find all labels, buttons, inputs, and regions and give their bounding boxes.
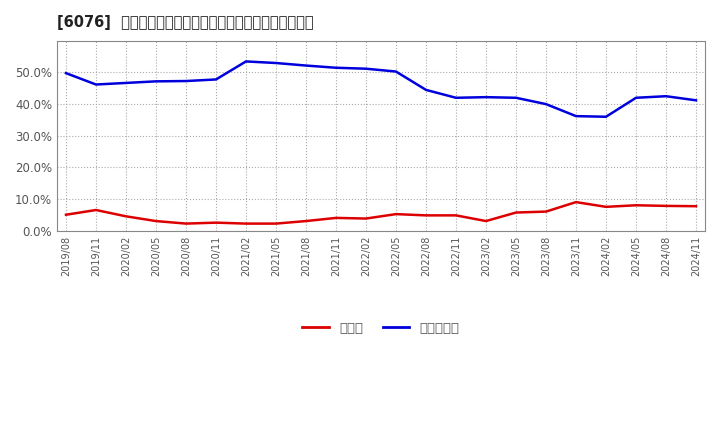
- Text: [6076]  現顔金、有利子負債の総資産に対する比率の推移: [6076] 現顔金、有利子負債の総資産に対する比率の推移: [57, 15, 314, 30]
- Legend: 現顔金, 有利子負債: 現顔金, 有利子負債: [297, 317, 465, 341]
